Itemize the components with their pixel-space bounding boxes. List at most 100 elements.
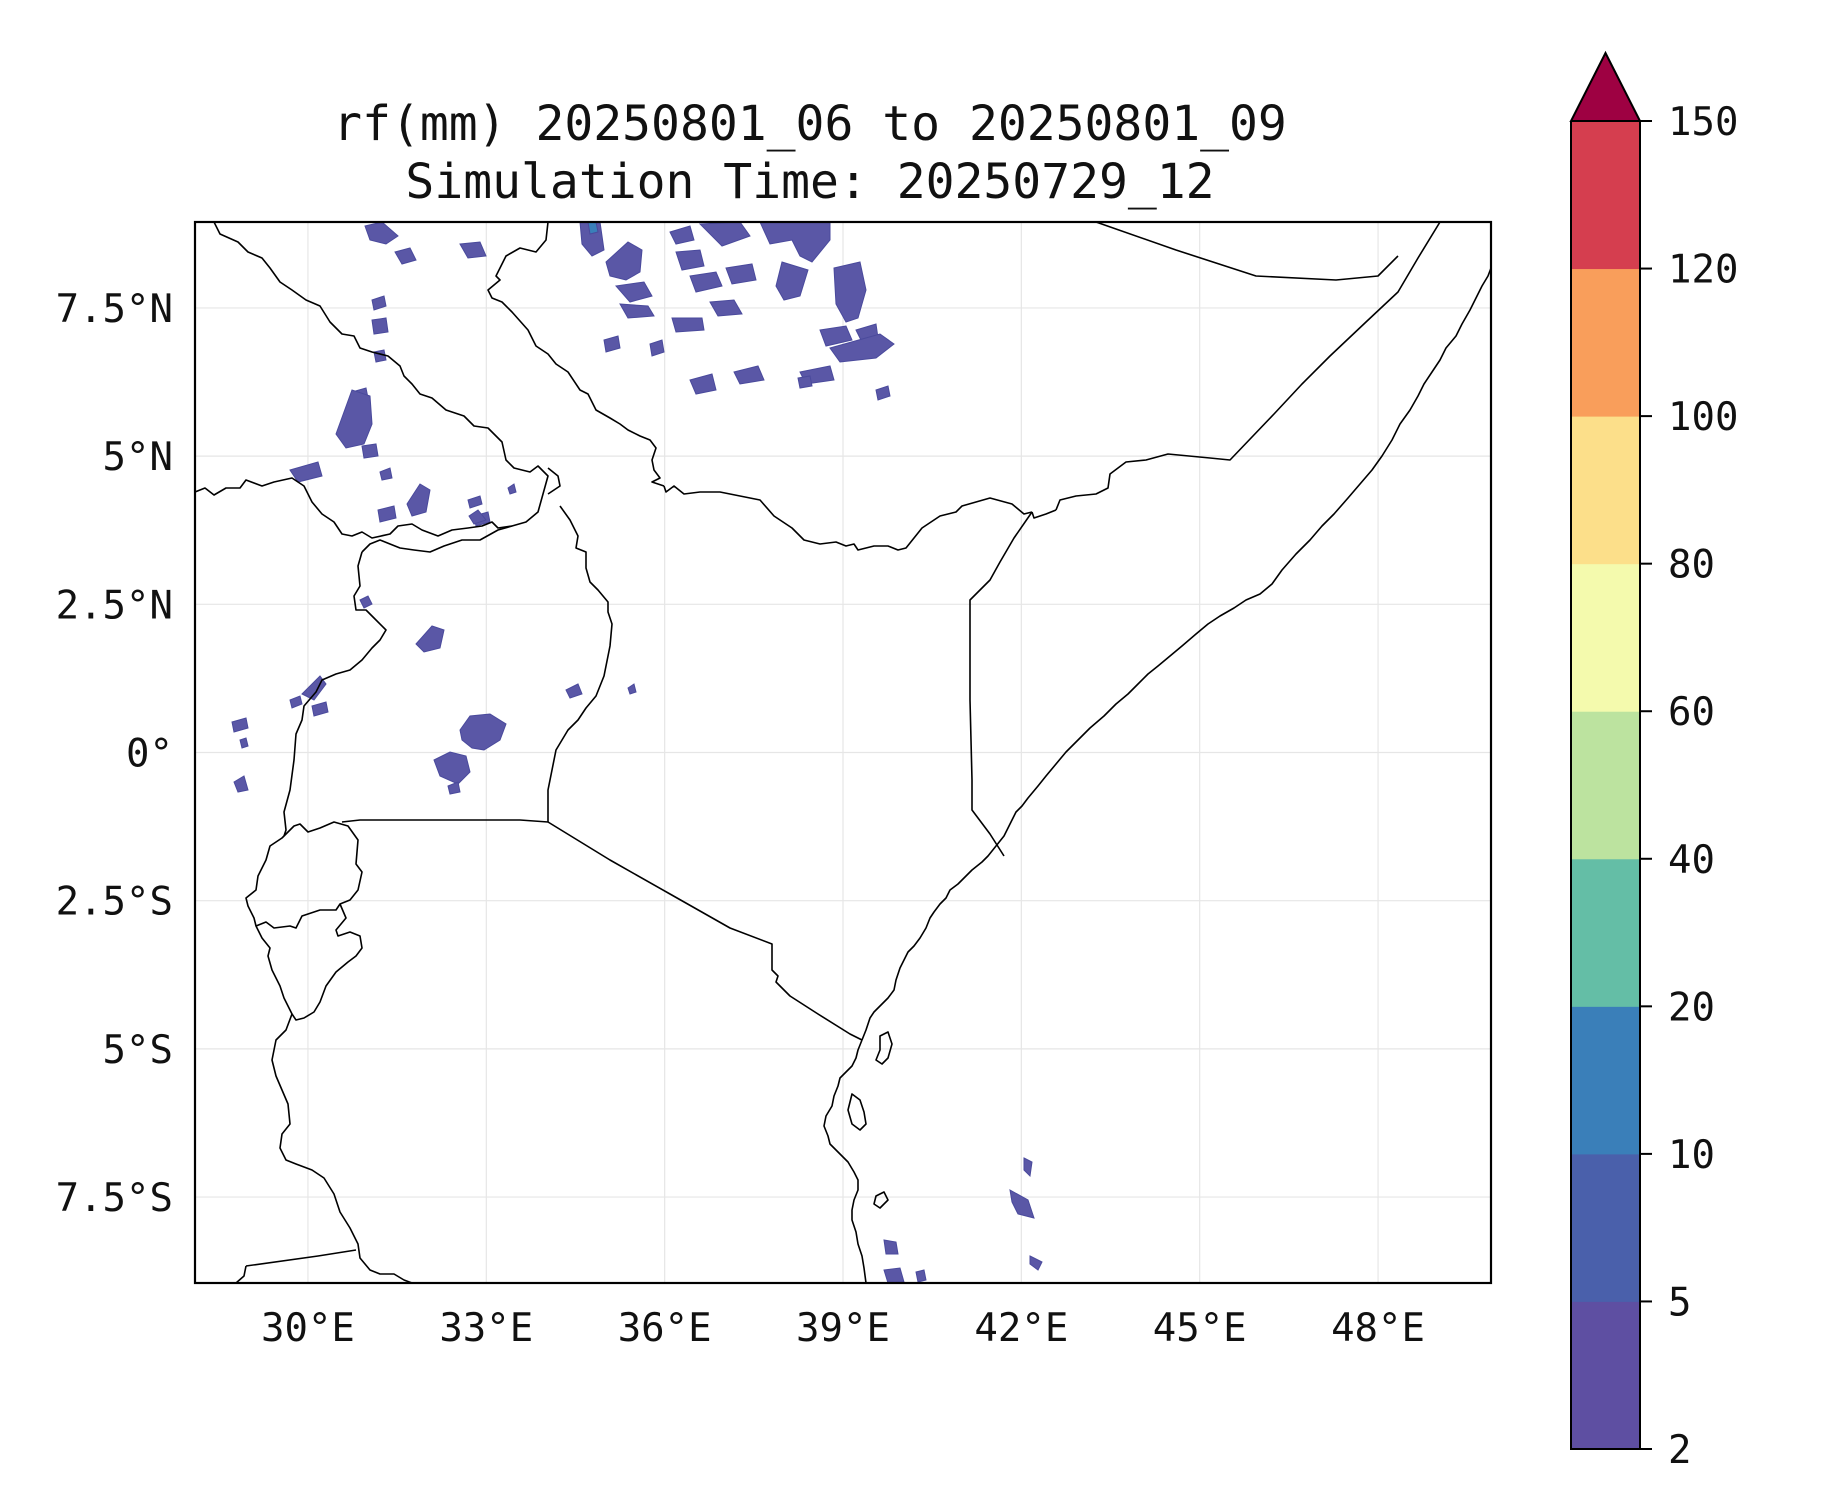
y-tick-label: 7.5°S	[56, 1176, 173, 1221]
gridlines	[195, 222, 1491, 1283]
country-borders	[195, 222, 1491, 1283]
colorbar-tick-label: 60	[1668, 690, 1715, 735]
plot-subtitle: Simulation Time: 20250729_12	[405, 154, 1215, 210]
colorbar-tick-label: 5	[1668, 1280, 1691, 1325]
rain-patch	[1023, 1157, 1033, 1178]
rain-patch	[379, 467, 393, 481]
colorbar-tick-label: 120	[1668, 248, 1738, 293]
rain-patch	[615, 281, 653, 303]
rain-patch	[289, 461, 323, 483]
rain-patch	[433, 751, 471, 785]
colorbar-tick-label: 80	[1668, 543, 1715, 588]
rain-patch	[373, 349, 387, 363]
rain-patch	[875, 385, 891, 401]
rain-patch	[406, 483, 431, 517]
coastline-kenya-tanzania	[861, 267, 1491, 1041]
border-drc-uganda-west	[283, 551, 387, 837]
rain-patch	[619, 303, 655, 319]
border-south-sudan-north	[195, 222, 549, 539]
rain-patch	[468, 509, 487, 525]
lake-shore-east	[547, 467, 561, 495]
rain-patch	[883, 1267, 905, 1283]
rain-patch	[587, 222, 599, 235]
rainfall-contours	[231, 222, 1043, 1283]
border-burundi	[255, 903, 363, 1021]
rain-patch	[565, 683, 583, 699]
x-axis-ticks: 30°E 33°E 36°E 39°E 42°E 45°E 48°E	[261, 1306, 1425, 1351]
colorbar-frame	[1570, 121, 1641, 1450]
colorbar-bin	[1571, 1301, 1640, 1450]
colorbar-bin	[1571, 563, 1640, 712]
rain-patch	[725, 263, 757, 285]
y-axis-ticks: 7.5°N 5°N 2.5°N 0° 2.5°S 5°S 7.5°S	[56, 287, 173, 1221]
x-tick-label: 33°E	[439, 1306, 533, 1351]
rain-patch	[627, 683, 637, 695]
map-frame	[193, 220, 1493, 1285]
rain-patch	[775, 261, 809, 301]
border-ss-kenya-uganda	[663, 485, 1033, 551]
x-tick-label: 45°E	[1153, 1306, 1247, 1351]
colorbar-bin	[1571, 416, 1640, 565]
border-ethiopia-somaliland	[1095, 222, 1399, 281]
rain-patch	[239, 737, 249, 749]
rain-patch	[883, 1239, 899, 1255]
rain-patch	[364, 222, 399, 245]
y-tick-label: 2.5°N	[56, 583, 173, 628]
rain-patch	[394, 247, 417, 265]
border-kenya-tanzania	[547, 821, 863, 1041]
border-kenya-somalia	[969, 511, 1033, 857]
rain-patch	[603, 335, 621, 353]
rain-patch	[507, 483, 517, 495]
x-tick-label: 39°E	[796, 1306, 890, 1351]
rain-patch	[289, 695, 303, 709]
colorbar-tick-label: 10	[1668, 1133, 1715, 1178]
island-mafia	[873, 1191, 889, 1209]
rain-patch	[669, 225, 695, 245]
y-tick-label: 7.5°N	[56, 287, 173, 332]
border-uganda-tanzania	[341, 819, 549, 823]
colorbar-bin	[1571, 858, 1640, 1007]
rain-patch	[829, 333, 895, 363]
rain-patch	[335, 389, 373, 449]
rain-patch	[1029, 1255, 1043, 1271]
rain-patch	[1009, 1189, 1035, 1219]
rain-patch	[698, 222, 751, 247]
border-rwanda	[245, 821, 363, 929]
border-kenya-somalia-north	[1031, 509, 1057, 519]
border-uganda-drc	[361, 525, 513, 553]
rain-patch	[675, 249, 705, 271]
rain-patch	[359, 595, 373, 609]
rain-patch	[377, 505, 397, 523]
border-tanzania-west	[271, 1013, 413, 1283]
rain-patch	[371, 317, 389, 335]
rain-patch	[459, 241, 487, 259]
island-zanzibar	[847, 1093, 867, 1131]
island-pemba	[875, 1031, 893, 1065]
map-features	[195, 222, 1491, 1283]
x-tick-label: 30°E	[261, 1306, 355, 1351]
rain-patch	[649, 339, 665, 357]
colorbar-tick-label: 40	[1668, 838, 1715, 883]
y-tick-label: 0°	[126, 732, 173, 777]
border-ethiopia-somalia	[1055, 222, 1441, 511]
border-uganda-kenya	[547, 505, 613, 822]
rain-patch	[233, 775, 249, 793]
plot-title: rf(mm) 20250801_06 to 20250801_09	[333, 96, 1287, 152]
rain-patch	[447, 781, 461, 795]
border-tanzania-zambia	[245, 1249, 357, 1267]
colorbar: 2 5 10 20 40 60 80 100 120 150	[1569, 50, 1738, 1473]
x-tick-label: 42°E	[974, 1306, 1068, 1351]
colorbar-bin	[1571, 1006, 1640, 1155]
rain-patch	[759, 222, 831, 263]
rain-patch	[467, 495, 483, 509]
rain-patch	[361, 443, 379, 459]
rain-patch	[671, 317, 705, 333]
rain-patch	[797, 375, 813, 389]
x-tick-label: 36°E	[618, 1306, 712, 1351]
rain-patch	[819, 325, 853, 347]
colorbar-tick-label: 150	[1668, 100, 1738, 145]
rain-patch	[689, 271, 723, 293]
colorbar-tick-label: 20	[1668, 985, 1715, 1030]
